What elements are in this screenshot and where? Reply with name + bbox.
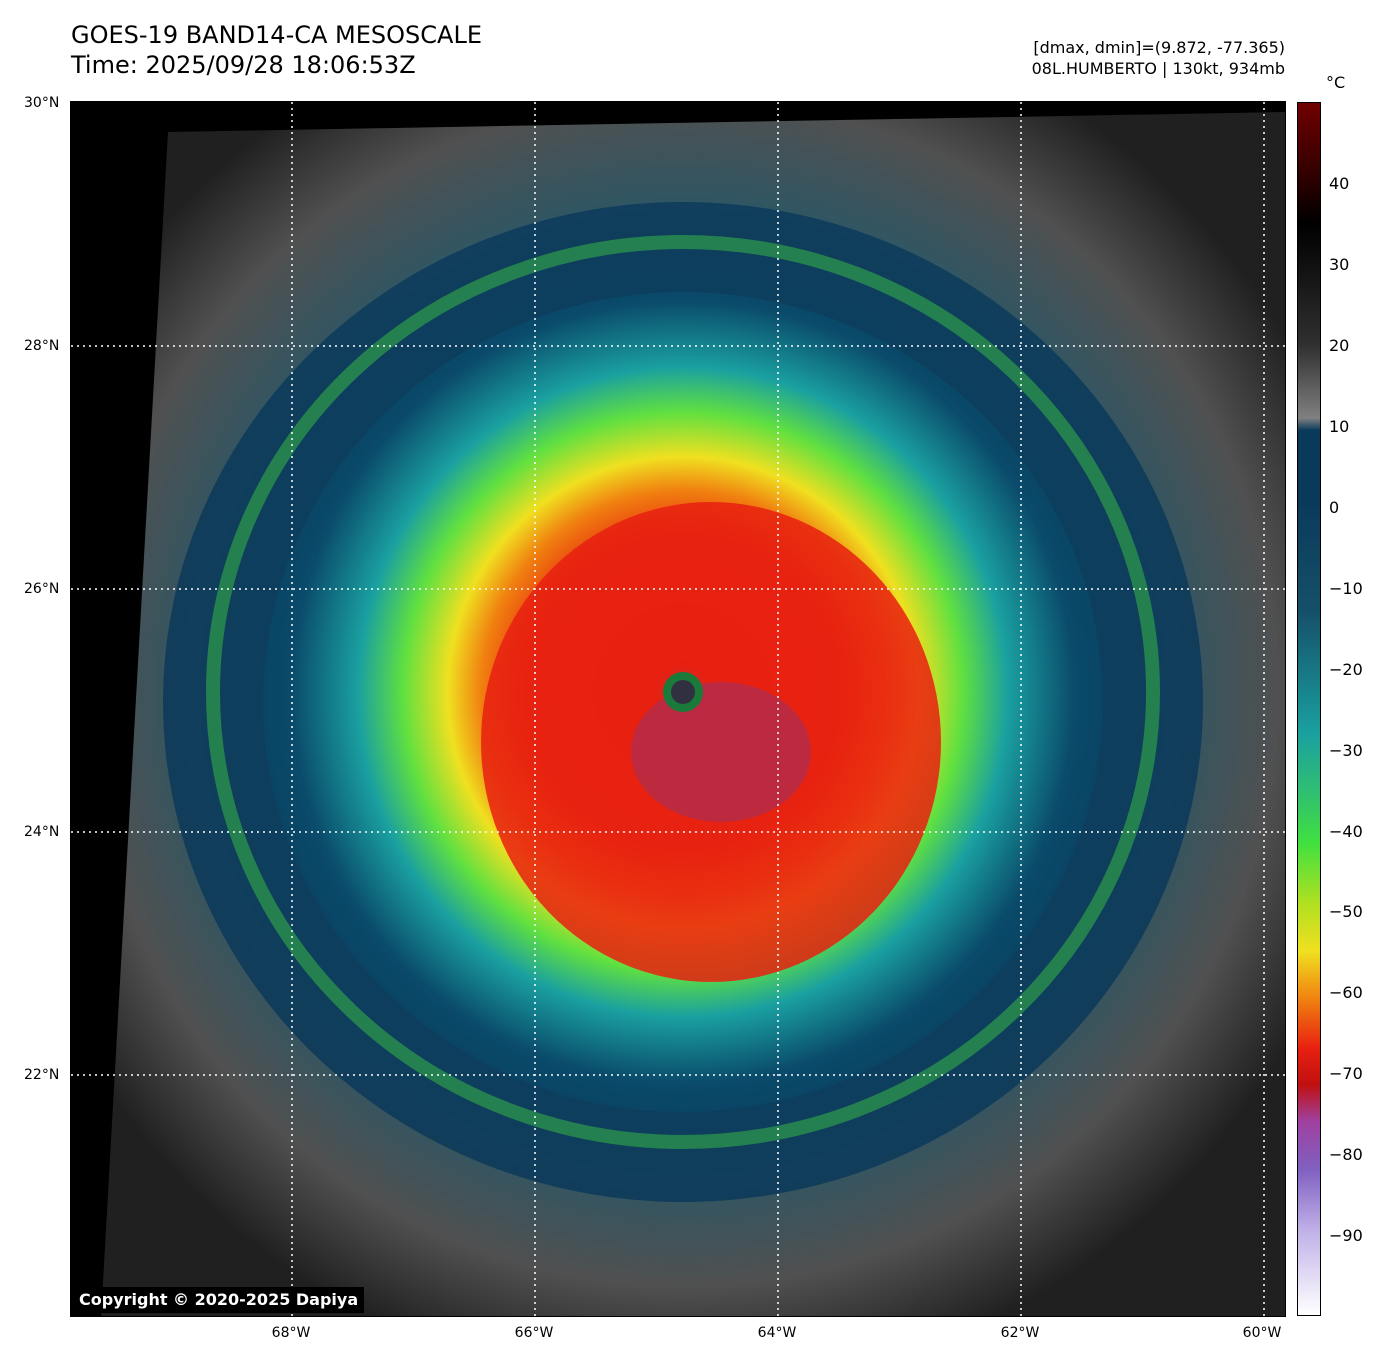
lon-label-66w: 66°W bbox=[514, 1325, 554, 1341]
lat-label-28n: 28°N bbox=[24, 338, 60, 354]
colorbar-tick-minus40: −40 bbox=[1329, 822, 1363, 841]
coldest-cloud-tops bbox=[631, 682, 811, 822]
copyright-label: Copyright © 2020-2025 Dapiya bbox=[73, 1287, 365, 1313]
colorbar-tick-minus60: −60 bbox=[1329, 983, 1363, 1002]
colorbar-tick-minus80: −80 bbox=[1329, 1145, 1363, 1164]
colorbar-tick-minus30: −30 bbox=[1329, 741, 1363, 760]
colorbar-tick-20: 20 bbox=[1329, 336, 1350, 355]
colorbar-tick-30: 30 bbox=[1329, 255, 1350, 274]
gridlines bbox=[71, 102, 1285, 1316]
lat-label-30n: 30°N bbox=[24, 95, 60, 111]
lon-label-68w: 68°W bbox=[271, 1325, 311, 1341]
storm-info: 08L.HUMBERTO | 130kt, 934mb bbox=[1031, 59, 1285, 78]
colorbar-tick-minus10: −10 bbox=[1329, 579, 1363, 598]
chart-title: GOES-19 BAND14-CA MESOSCALE bbox=[71, 21, 482, 49]
timestamp: Time: 2025/09/28 18:06:53Z bbox=[71, 51, 416, 79]
dmax-dmin-readout: [dmax, dmin]=(9.872, -77.365) bbox=[1033, 38, 1285, 57]
colorbar-tick-10: 10 bbox=[1329, 417, 1350, 436]
lat-label-22n: 22°N bbox=[24, 1067, 60, 1083]
colorbar-tick-minus20: −20 bbox=[1329, 660, 1363, 679]
colorbar-tick-minus90: −90 bbox=[1329, 1226, 1363, 1245]
lat-label-24n: 24°N bbox=[24, 824, 60, 840]
outer-rainband bbox=[206, 235, 1160, 1149]
lon-label-60w: 60°W bbox=[1242, 1325, 1282, 1341]
colorbar-tick-40: 40 bbox=[1329, 174, 1350, 193]
lat-label-26n: 26°N bbox=[24, 581, 60, 597]
satellite-imagery bbox=[71, 102, 1285, 1316]
colorbar-unit: °C bbox=[1326, 73, 1346, 92]
colorbar-tick-minus50: −50 bbox=[1329, 902, 1363, 921]
colorbar bbox=[1297, 102, 1321, 1316]
lon-label-64w: 64°W bbox=[757, 1325, 797, 1341]
hurricane-eye bbox=[671, 680, 695, 704]
satellite-map: Copyright © 2020-2025 Dapiya bbox=[70, 101, 1286, 1317]
colorbar-tick-0: 0 bbox=[1329, 498, 1340, 517]
colorbar-tick-minus70: −70 bbox=[1329, 1064, 1363, 1083]
lon-label-62w: 62°W bbox=[1000, 1325, 1040, 1341]
